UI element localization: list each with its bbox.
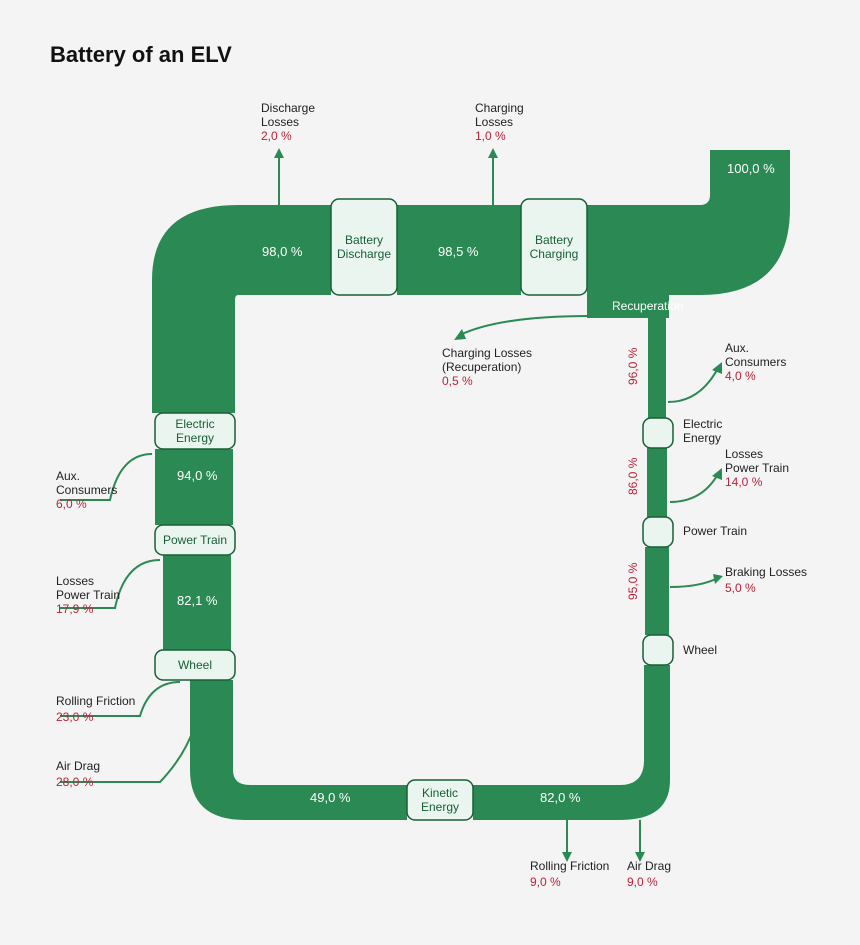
node-label2-kinetic_energy: Energy <box>421 800 459 814</box>
flow-label-p985: 98,5 % <box>438 244 479 259</box>
node-label-power_train_l: Power Train <box>163 533 227 547</box>
loss-name-braking_losses: Braking Losses <box>725 565 807 579</box>
flow-label-p821: 82,1 % <box>177 593 218 608</box>
flow-label-p49: 49,0 % <box>310 790 351 805</box>
flow-label-p95: 95,0 % <box>626 562 640 600</box>
arrow-charging <box>488 148 498 158</box>
sankey-diagram: BatteryDischargeBatteryChargingElectricE… <box>0 0 860 945</box>
node-label-electric_energy_l: Electric <box>175 417 214 431</box>
loss-val-charging_losses: 1,0 % <box>475 129 506 143</box>
loss-name-discharge_losses: Discharge <box>261 101 315 115</box>
loss-recup <box>460 316 590 335</box>
loss-brake <box>670 578 718 587</box>
rnode-label2-electric_energy_r: Energy <box>683 431 721 445</box>
node-label-wheel_l: Wheel <box>178 658 212 672</box>
loss-val-braking_losses: 5,0 % <box>725 581 756 595</box>
arrow-auxr <box>712 362 722 374</box>
node-label-kinetic_energy: Kinetic <box>422 786 458 800</box>
flow-right-86 <box>647 448 667 517</box>
loss-name-losses_pt_r: Losses <box>725 447 763 461</box>
arrow-recup <box>454 329 466 340</box>
flow-top-left <box>152 205 331 413</box>
loss-name-aux_consumers_r: Aux. <box>725 341 749 355</box>
flow-left-bottom <box>190 680 407 820</box>
node-label2-battery_discharge: Discharge <box>337 247 391 261</box>
flow-left-94 <box>155 449 233 525</box>
loss-name-rolling_friction_l: Rolling Friction <box>56 694 135 708</box>
loss-val-rolling_friction_b: 9,0 % <box>530 875 561 889</box>
flow-label-p96: 96,0 % <box>626 347 640 385</box>
loss-name-charging_losses_rec: Charging Losses <box>442 346 532 360</box>
loss-name2-aux_consumers_r: Consumers <box>725 355 786 369</box>
loss-ptr <box>670 474 718 502</box>
loss-name2-charging_losses_rec: (Recuperation) <box>442 360 521 374</box>
node-electric_energy_r <box>643 418 673 448</box>
loss-name2-losses_pt_l: Power Train <box>56 588 120 602</box>
loss-name2-aux_consumers_l: Consumers <box>56 483 117 497</box>
loss-val-aux_consumers_r: 4,0 % <box>725 369 756 383</box>
flow-label-p86: 86,0 % <box>626 457 640 495</box>
node-power_train_r <box>643 517 673 547</box>
node-label-battery_charging: Battery <box>535 233 573 247</box>
node-label-battery_discharge: Battery <box>345 233 383 247</box>
flow-label-p98: 98,0 % <box>262 244 303 259</box>
loss-name-losses_pt_l: Losses <box>56 574 94 588</box>
loss-name-air_drag_b: Air Drag <box>627 859 671 873</box>
loss-val-losses_pt_l: 17,9 % <box>56 602 94 616</box>
loss-name-charging_losses: Charging <box>475 101 524 115</box>
rnode-label-power_train_r: Power Train <box>683 524 747 538</box>
loss-name2-losses_pt_r: Power Train <box>725 461 789 475</box>
loss-auxr <box>668 368 718 402</box>
flow-label-p100: 100,0 % <box>727 161 775 176</box>
loss-val-losses_pt_r: 14,0 % <box>725 475 763 489</box>
loss-val-air_drag_l: 28,0 % <box>56 775 94 789</box>
loss-val-air_drag_b: 9,0 % <box>627 875 658 889</box>
loss-name2-discharge_losses: Losses <box>261 115 299 129</box>
flow-label-p82b: 82,0 % <box>540 790 581 805</box>
arrow-ptr <box>712 468 722 480</box>
flow-right-95 <box>645 547 669 635</box>
node-label2-electric_energy_l: Energy <box>176 431 214 445</box>
rnode-label-electric_energy_r: Electric <box>683 417 722 431</box>
loss-name-rolling_friction_b: Rolling Friction <box>530 859 609 873</box>
loss-val-discharge_losses: 2,0 % <box>261 129 292 143</box>
flow-label-p94: 94,0 % <box>177 468 218 483</box>
loss-name2-charging_losses: Losses <box>475 115 513 129</box>
loss-val-charging_losses_rec: 0,5 % <box>442 374 473 388</box>
arrow-brake <box>713 574 723 584</box>
node-wheel_r <box>643 635 673 665</box>
arrow-discharge <box>274 148 284 158</box>
loss-val-aux_consumers_l: 6,0 % <box>56 497 87 511</box>
loss-val-rolling_friction_l: 23,0 % <box>56 710 94 724</box>
rnode-label-wheel_r: Wheel <box>683 643 717 657</box>
flow-label-recup: Recuperation <box>612 299 683 313</box>
flow-right-96 <box>648 318 666 418</box>
loss-name-air_drag_l: Air Drag <box>56 759 100 773</box>
loss-name-aux_consumers_l: Aux. <box>56 469 80 483</box>
node-label2-battery_charging: Charging <box>530 247 579 261</box>
